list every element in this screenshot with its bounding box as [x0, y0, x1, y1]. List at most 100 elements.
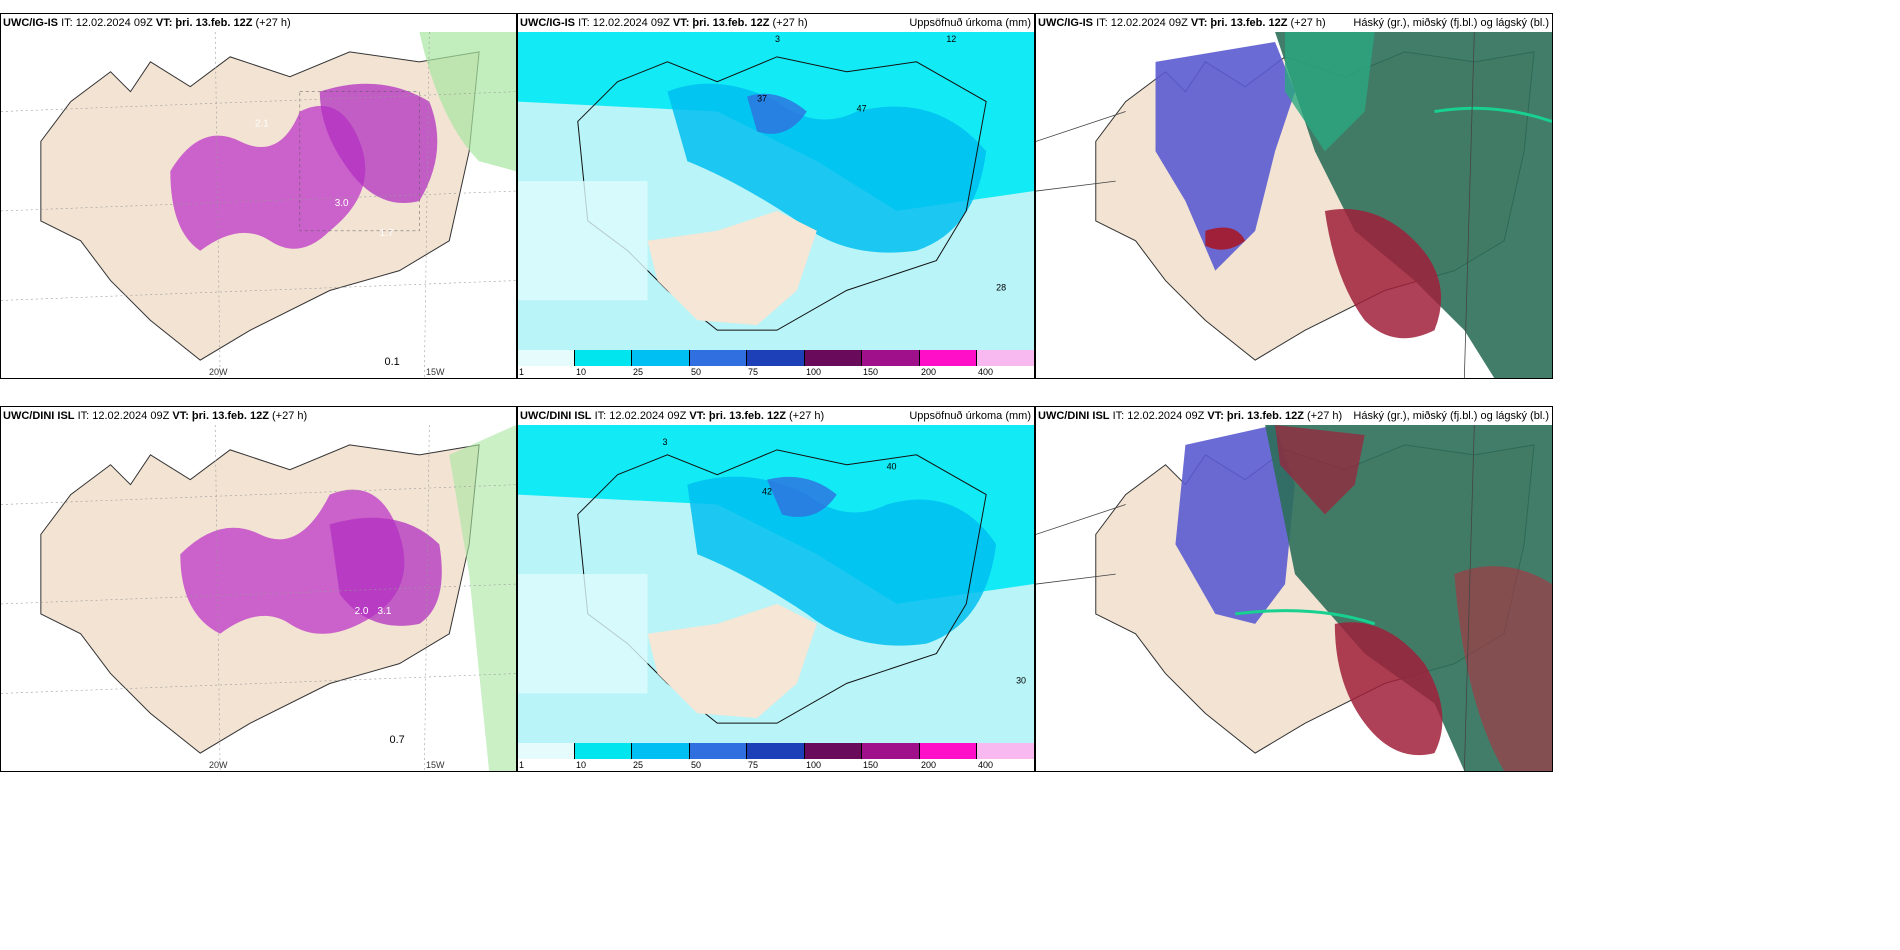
val-label: 2.0: [355, 606, 369, 617]
colorbar-swatch: [518, 350, 575, 366]
colorbar-label: 50: [691, 367, 702, 377]
panel-top-mid: UWC/IG-IS IT: 12.02.2024 09Z VT: þri. 13…: [517, 13, 1035, 379]
valid-time: VT: þri. 13.feb. 12Z: [1207, 410, 1304, 422]
init-time: IT: 12.02.2024 09Z: [61, 17, 153, 29]
lead-time: (+27 h): [1307, 410, 1343, 422]
map-svg-bottom-right: [1036, 425, 1552, 771]
val-label: 47: [857, 104, 867, 114]
colorbar-label: 100: [806, 760, 822, 770]
colorbar-label: 10: [576, 760, 587, 770]
colorbar-label: 1: [519, 367, 525, 377]
val-label: 0.7: [389, 734, 404, 746]
colorbar-swatch: [805, 350, 862, 366]
lead-time: (+27 h): [772, 17, 808, 29]
colorbar-label: 400: [978, 367, 994, 377]
map-svg-bottom-left: 2.0 3.1 0.7: [1, 425, 516, 771]
valid-time: VT: þri. 13.feb. 12Z: [172, 410, 269, 422]
colorbar-label: 1: [519, 760, 525, 770]
map-svg-top-mid: 3 12 37 47 28: [518, 32, 1034, 350]
colorbar-swatch: [690, 350, 747, 366]
panel-header: UWC/IG-IS IT: 12.02.2024 09Z VT: þri. 13…: [1, 14, 516, 32]
valid-time: VT: þri. 13.feb. 12Z: [1190, 17, 1288, 29]
colorbar-label: 75: [748, 367, 759, 377]
val-label: 2.1: [255, 118, 269, 129]
lead-time: (+27 h): [272, 410, 308, 422]
lead-time: (+27 h): [255, 17, 291, 29]
colorbar-swatch: [632, 743, 690, 759]
model-name: UWC/IG-IS: [3, 17, 58, 29]
panel-header: UWC/IG-IS IT: 12.02.2024 09Z VT: þri. 13…: [1036, 14, 1552, 32]
val-label: 37: [757, 94, 767, 104]
val-label: 42: [762, 487, 772, 497]
colorbar-swatch: [977, 350, 1034, 366]
panel-header: UWC/DINI ISL IT: 12.02.2024 09Z VT: þri.…: [518, 407, 1034, 425]
val-label: 28: [996, 282, 1006, 292]
colorbar-swatch: [518, 743, 575, 759]
valid-time: VT: þri. 13.feb. 12Z: [689, 410, 786, 422]
colorbar-swatch: [862, 743, 920, 759]
panel-header: UWC/IG-IS IT: 12.02.2024 09Z VT: þri. 13…: [518, 14, 1034, 32]
colorbar-swatch: [575, 350, 632, 366]
val-label: 40: [887, 462, 897, 472]
colorbar: 1 10 25 50 75 100 150 200 400: [518, 350, 1034, 378]
model-name: UWC/IG-IS: [520, 17, 575, 29]
val-label: 3.1: [378, 606, 392, 617]
lon-label-20w: 20W: [209, 367, 228, 377]
model-name: UWC/IG-IS: [1038, 17, 1093, 29]
init-time: IT: 12.02.2024 09Z: [594, 410, 687, 422]
colorbar-label: 75: [748, 760, 759, 770]
lon-label-20w: 20W: [209, 760, 228, 770]
val-label: 3.0: [335, 198, 349, 209]
map-svg-bottom-mid: 3 42 40 30: [518, 425, 1034, 743]
colorbar-label: 10: [576, 367, 587, 377]
field-title: Uppsöfnuð úrkoma (mm): [909, 17, 1031, 29]
colorbar-swatch: [805, 743, 862, 759]
colorbar-label: 200: [921, 760, 937, 770]
panel-header: UWC/DINI ISL IT: 12.02.2024 09Z VT: þri.…: [1, 407, 516, 425]
panel-bottom-left: UWC/DINI ISL IT: 12.02.2024 09Z VT: þri.…: [0, 406, 517, 772]
lon-label-15w: 15W: [426, 367, 445, 377]
colorbar-swatch: [862, 350, 920, 366]
model-name: UWC/DINI ISL: [1038, 410, 1110, 422]
panel-header: UWC/DINI ISL IT: 12.02.2024 09Z VT: þri.…: [1036, 407, 1552, 425]
lon-label-15w: 15W: [426, 760, 445, 770]
panel-bottom-mid: UWC/DINI ISL IT: 12.02.2024 09Z VT: þri.…: [517, 406, 1035, 772]
colorbar-label: 150: [863, 760, 879, 770]
val-label: 1.7: [380, 228, 394, 239]
init-time: IT: 12.02.2024 09Z: [1112, 410, 1205, 422]
init-time: IT: 12.02.2024 09Z: [77, 410, 170, 422]
colorbar-label: 100: [806, 367, 822, 377]
model-name: UWC/DINI ISL: [3, 410, 75, 422]
colorbar-swatch: [920, 743, 977, 759]
lead-time: (+27 h): [1290, 17, 1326, 29]
val-label: 0.1: [385, 356, 400, 368]
val-label: 12: [946, 34, 956, 44]
field-title: Háský (gr.), miðský (fj.bl.) og lágský (…: [1353, 410, 1549, 422]
field-title: Háský (gr.), miðský (fj.bl.) og lágský (…: [1353, 17, 1549, 29]
colorbar-label: 400: [978, 760, 994, 770]
precip-map: 3 12 37 47 28: [518, 32, 1034, 350]
colorbar-swatch: [575, 743, 632, 759]
wind-snow-map: 2.1 3.0 1.7 0.1: [1, 32, 516, 378]
colorbar-swatch: [920, 350, 977, 366]
cloud-map: [1036, 425, 1552, 771]
map-svg-top-left: 2.1 3.0 1.7 0.1: [1, 32, 516, 378]
panel-bottom-right: UWC/DINI ISL IT: 12.02.2024 09Z VT: þri.…: [1035, 406, 1553, 772]
colorbar-label: 50: [691, 760, 702, 770]
panel-top-left: UWC/IG-IS IT: 12.02.2024 09Z VT: þri. 13…: [0, 13, 517, 379]
map-svg-top-right: [1036, 32, 1552, 378]
colorbar-label: 200: [921, 367, 937, 377]
colorbar-label: 25: [633, 367, 644, 377]
colorbar-swatch: [977, 743, 1034, 759]
colorbar-swatch: [747, 743, 805, 759]
colorbar-label: 150: [863, 367, 879, 377]
init-time: IT: 12.02.2024 09Z: [1096, 17, 1188, 29]
precip-map: 3 42 40 30: [518, 425, 1034, 743]
val-label: 3: [775, 34, 780, 44]
colorbar-label: 25: [633, 760, 644, 770]
valid-time: VT: þri. 13.feb. 12Z: [672, 17, 770, 29]
valid-time: VT: þri. 13.feb. 12Z: [155, 17, 253, 29]
init-time: IT: 12.02.2024 09Z: [578, 17, 670, 29]
colorbar-swatch: [632, 350, 690, 366]
wind-snow-map: 2.0 3.1 0.7: [1, 425, 516, 771]
